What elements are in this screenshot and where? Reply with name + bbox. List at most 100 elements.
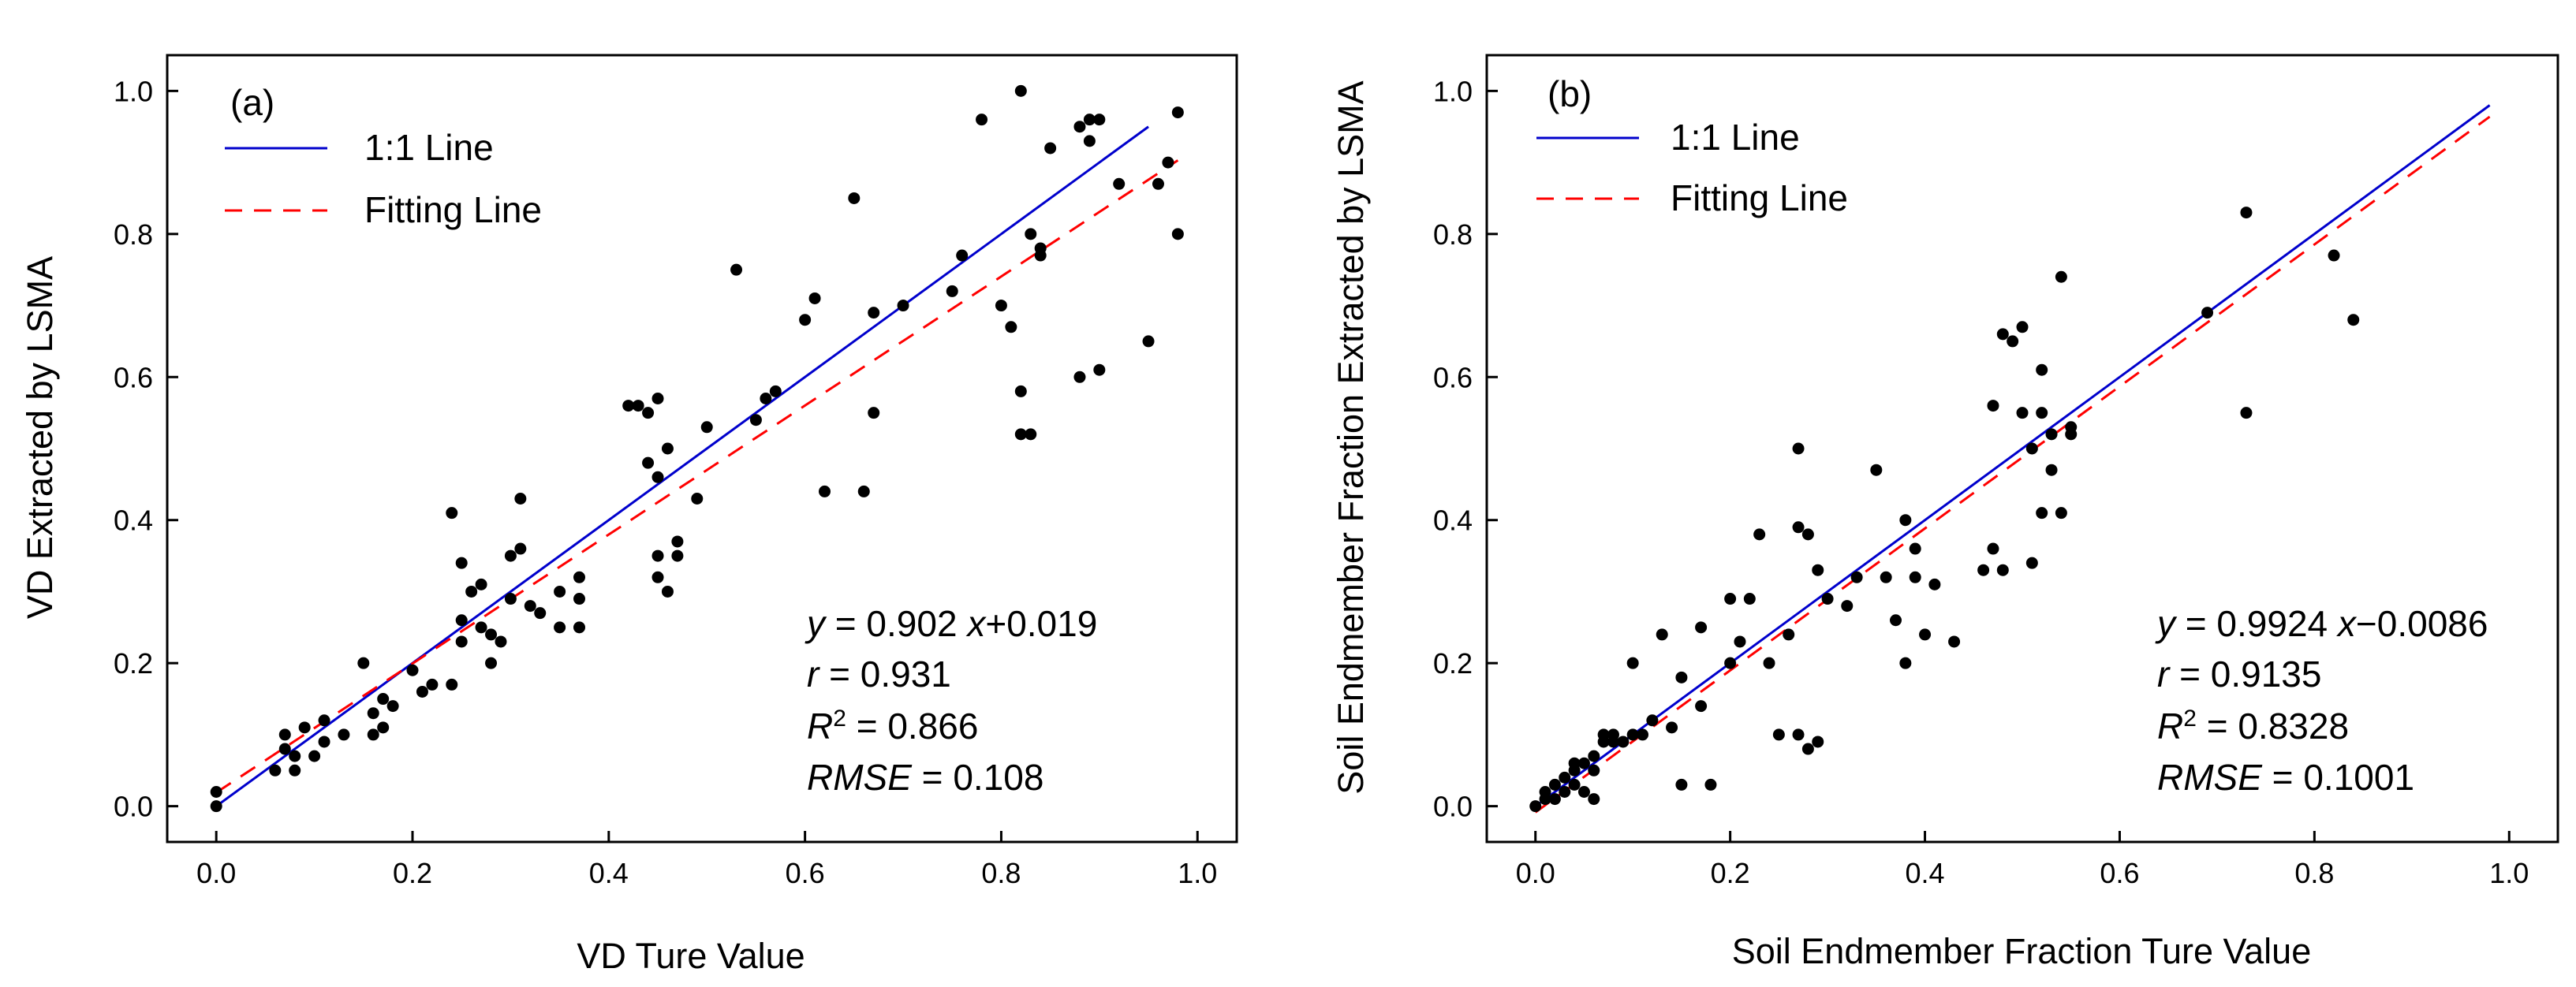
scatter-point: [1171, 106, 1184, 119]
scatter-point: [2065, 428, 2078, 441]
x-tick-label: 0.8: [981, 857, 1021, 889]
x-tick-label: 0.4: [1906, 857, 1945, 889]
scatter-point: [1734, 635, 1746, 648]
scatter-point: [2045, 428, 2058, 441]
scatter-point: [1607, 728, 1619, 741]
x-tick-label: 0.2: [393, 857, 432, 889]
y-tick-label: 0.6: [114, 361, 153, 393]
panel-a-label: (a): [230, 82, 274, 123]
scatter-point: [651, 471, 664, 483]
scatter-point: [868, 407, 880, 419]
scatter-point: [749, 414, 762, 426]
fitting-line: [215, 159, 1179, 794]
scatter-point: [661, 585, 674, 598]
scatter-point: [1792, 442, 1805, 455]
scatter-point: [1870, 464, 1883, 476]
scatter-point: [1083, 135, 1096, 147]
panel-a-plot-frame: [166, 54, 1238, 844]
scatter-point: [1548, 778, 1561, 791]
scatter-point: [455, 614, 468, 627]
scatter-point: [1014, 428, 1027, 441]
scatter-point: [1919, 628, 1932, 641]
scatter-point: [1559, 771, 1571, 784]
scatter-point: [1909, 542, 1921, 555]
stats-a-rmse: RMSE = 0.108: [807, 757, 1043, 798]
scatter-point: [700, 421, 713, 434]
y-tick-label: 0.0: [114, 791, 153, 823]
scatter-point: [946, 285, 958, 297]
scatter-point: [455, 557, 468, 569]
scatter-point: [2240, 407, 2253, 419]
scatter-point: [1152, 177, 1164, 190]
scatter-point: [514, 542, 527, 555]
scatter-point: [819, 485, 831, 497]
scatter-point: [338, 728, 350, 741]
scatter-point: [485, 628, 498, 641]
scatter-point: [1899, 657, 1912, 669]
panel-a-y-axis-label: VD Extracted by LSMA: [20, 256, 60, 619]
scatter-point: [367, 728, 379, 741]
scatter-point: [857, 485, 870, 497]
scatter-point: [504, 593, 517, 605]
scatter-point: [1880, 571, 1892, 583]
scatter-point: [1783, 628, 1795, 641]
scatter-point: [2036, 407, 2048, 419]
scatter-point: [475, 621, 487, 634]
panel-b-chart: 0.0 0.2 0.4 0.6 0.8 1.0 0.0 0.2 0.4 0.6 0.8 1.0 (b…: [1331, 54, 2559, 971]
y-tick-label: 1.0: [1433, 75, 1473, 107]
scatter-point: [504, 549, 517, 562]
scatter-point: [2016, 407, 2029, 419]
scatter-point: [573, 593, 585, 605]
scatter-point: [1812, 564, 1824, 576]
scatter-point: [465, 585, 478, 598]
scatter-point: [1675, 671, 1688, 683]
scatter-point: [1890, 614, 1902, 627]
scatter-point: [534, 607, 547, 620]
scatter-point: [1656, 628, 1668, 641]
scatter-point: [1014, 84, 1027, 97]
scatter-point: [1987, 400, 1999, 412]
scatter-point: [1666, 721, 1678, 734]
scatter-point: [416, 685, 428, 698]
scatter-point: [1588, 750, 1600, 762]
scatter-point: [2016, 321, 2029, 333]
scatter-point: [2328, 249, 2340, 262]
scatter-point: [1034, 242, 1047, 255]
x-tick-label: 1.0: [1178, 857, 1217, 889]
scatter-point: [269, 764, 282, 777]
scatter-point: [1025, 228, 1037, 240]
scatter-point: [1753, 528, 1766, 541]
scatter-point: [386, 700, 399, 713]
scatter-point: [868, 307, 880, 319]
scatter-point: [367, 707, 379, 720]
panel-a-stats: y = 0.902 x+0.019 r = 0.931 R2 = 0.866 R…: [805, 603, 1097, 798]
scatter-point: [298, 721, 311, 734]
scatter-point: [1005, 321, 1017, 333]
x-tick-label: 0.2: [1711, 857, 1750, 889]
scatter-point: [1588, 764, 1600, 777]
scatter-point: [1899, 514, 1912, 527]
scatter-point: [1162, 156, 1174, 169]
y-tick-label: 0.0: [1433, 791, 1473, 823]
panel-b-label: (b): [1547, 73, 1592, 114]
scatter-point: [769, 385, 782, 397]
scatter-point: [1763, 657, 1775, 669]
scatter-point: [318, 714, 330, 727]
legend-b-one-to-one-label: 1:1 Line: [1671, 117, 1800, 158]
scatter-point: [622, 400, 635, 412]
y-tick-label: 0.4: [114, 505, 153, 537]
scatter-point: [446, 678, 458, 691]
scatter-point: [1841, 600, 1854, 613]
y-tick-label: 0.8: [1433, 218, 1473, 251]
scatter-point: [2240, 207, 2253, 219]
scatter-point: [808, 292, 821, 304]
x-tick-label: 0.6: [786, 857, 825, 889]
scatter-point: [289, 764, 301, 777]
scatter-point: [1014, 385, 1027, 397]
scatter-point: [524, 600, 536, 613]
stats-b-rmse: RMSE = 0.1001: [2157, 757, 2414, 798]
scatter-point: [1626, 657, 1639, 669]
scatter-point: [1626, 728, 1639, 741]
scatter-point: [1568, 757, 1581, 769]
scatter-point: [308, 750, 321, 762]
